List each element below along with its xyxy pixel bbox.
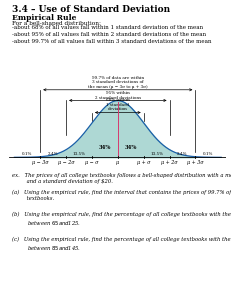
Text: 0.1%: 0.1% [22,152,33,156]
Text: 2.4%: 2.4% [177,152,188,156]
Text: 34%: 34% [125,145,137,149]
Text: -about 68% of all values fall within 1 standard deviation of the mean
-about 95%: -about 68% of all values fall within 1 s… [12,25,211,44]
Text: 0.1%: 0.1% [203,152,213,156]
Text: Empirical Rule: Empirical Rule [12,14,76,22]
Text: μ − 2σ: μ − 2σ [58,160,74,166]
Text: 34%: 34% [99,145,111,149]
Text: μ + σ: μ + σ [137,160,150,166]
Text: μ + 3σ: μ + 3σ [187,160,204,166]
Text: μ − 3σ: μ − 3σ [32,160,49,166]
Text: (a)   Using the empirical rule, find the interval that contains the prices of 99: (a) Using the empirical rule, find the i… [12,190,231,201]
Text: (c)   Using the empirical rule, find the percentage of all college textbooks wit: (c) Using the empirical rule, find the p… [12,237,231,252]
Text: ex.   The prices of all college textbooks follows a bell-shaped distribution wit: ex. The prices of all college textbooks … [12,172,231,184]
Text: For a bell-shaped distribution:: For a bell-shaped distribution: [12,21,100,26]
Text: 13.5%: 13.5% [73,152,85,156]
Text: 99.7% of data are within
3 standard deviations of
the mean (μ − 3σ to μ + 3σ): 99.7% of data are within 3 standard devi… [88,76,148,89]
Text: μ: μ [116,160,119,166]
Text: 68% within
1 standard
deviation: 68% within 1 standard deviation [106,98,130,111]
Text: 95% within
2 standard deviations: 95% within 2 standard deviations [95,91,141,100]
Text: (b)   Using the empirical rule, find the percentage of all college textbooks wit: (b) Using the empirical rule, find the p… [12,212,231,227]
Text: 13.5%: 13.5% [150,152,163,156]
Text: 2.4%: 2.4% [48,152,58,156]
Text: 3.4 – Use of Standard Deviation: 3.4 – Use of Standard Deviation [12,5,170,14]
Text: μ + 2σ: μ + 2σ [161,160,178,166]
Text: μ − σ: μ − σ [85,160,99,166]
